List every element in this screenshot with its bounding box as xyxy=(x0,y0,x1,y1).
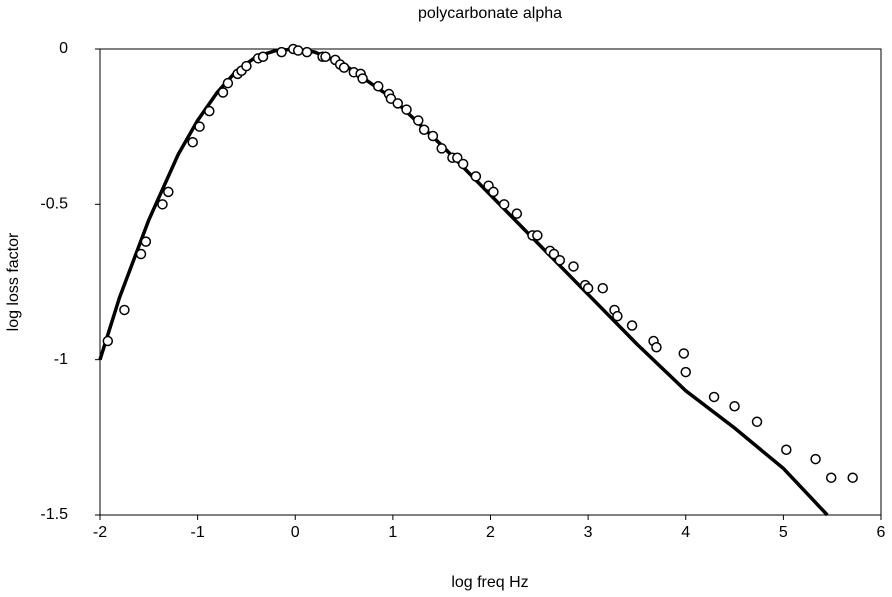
data-point xyxy=(187,136,198,148)
data-point xyxy=(427,130,439,142)
data-point xyxy=(157,199,168,210)
data-point xyxy=(418,124,430,136)
data-point xyxy=(626,320,638,331)
y-tick-label: 0 xyxy=(59,40,68,57)
data-point xyxy=(498,199,510,210)
data-point xyxy=(548,248,560,260)
data-point xyxy=(194,121,205,132)
data-point xyxy=(847,472,858,483)
data-point xyxy=(119,304,130,316)
data-point xyxy=(292,45,304,56)
data-point xyxy=(568,261,579,272)
data-point xyxy=(488,186,499,198)
data-point xyxy=(320,51,331,63)
data-point xyxy=(163,186,174,198)
x-tick-label: -1 xyxy=(191,524,205,541)
data-point xyxy=(338,62,350,73)
x-tick-label: 1 xyxy=(388,524,397,541)
data-point xyxy=(204,105,215,117)
x-tick-label: 4 xyxy=(681,524,690,541)
data-point xyxy=(825,472,837,483)
data-point xyxy=(678,348,690,359)
data-point xyxy=(680,366,691,378)
data-point xyxy=(140,236,152,247)
data-point xyxy=(810,453,821,465)
x-tick-label: 5 xyxy=(779,524,788,541)
data-point xyxy=(301,46,313,58)
fit-line xyxy=(98,47,829,517)
plot-frame xyxy=(99,48,882,516)
data-point xyxy=(357,73,368,84)
y-tick-label: -1.5 xyxy=(40,506,68,523)
y-axis-label: log loss factor xyxy=(5,232,22,331)
y-tick-label: -1 xyxy=(54,351,68,368)
data-point xyxy=(413,115,424,126)
x-tick-label: -2 xyxy=(93,524,107,541)
x-tick-label: 0 xyxy=(291,524,300,541)
data-point xyxy=(401,104,412,115)
data-point xyxy=(511,208,523,219)
data-point xyxy=(651,341,662,353)
x-axis-label: log freq Hz xyxy=(451,574,528,591)
x-tick-label: 2 xyxy=(486,524,495,541)
data-point xyxy=(436,143,447,154)
data-point xyxy=(102,335,114,347)
y-tick-label: -0.5 xyxy=(40,196,68,213)
data-point xyxy=(276,46,287,58)
data-point xyxy=(135,248,147,260)
data-point xyxy=(781,444,792,456)
data-point xyxy=(612,310,623,322)
data-point xyxy=(708,391,720,403)
data-point xyxy=(372,81,384,92)
x-tick-label: 6 xyxy=(877,524,886,541)
data-point xyxy=(751,416,763,428)
data-point xyxy=(532,230,543,241)
data-point xyxy=(241,60,252,72)
data-point xyxy=(457,158,469,170)
data-point xyxy=(582,282,594,294)
data-point xyxy=(729,401,740,412)
data-point xyxy=(257,51,269,63)
data-point xyxy=(554,255,566,266)
data-point xyxy=(392,98,404,109)
data-point xyxy=(597,282,609,294)
chart-title: polycarbonate alpha xyxy=(418,5,562,22)
data-point xyxy=(452,152,463,163)
x-tick-label: 3 xyxy=(584,524,593,541)
data-point xyxy=(470,171,482,182)
data-point xyxy=(222,77,234,89)
data-point xyxy=(217,87,229,98)
